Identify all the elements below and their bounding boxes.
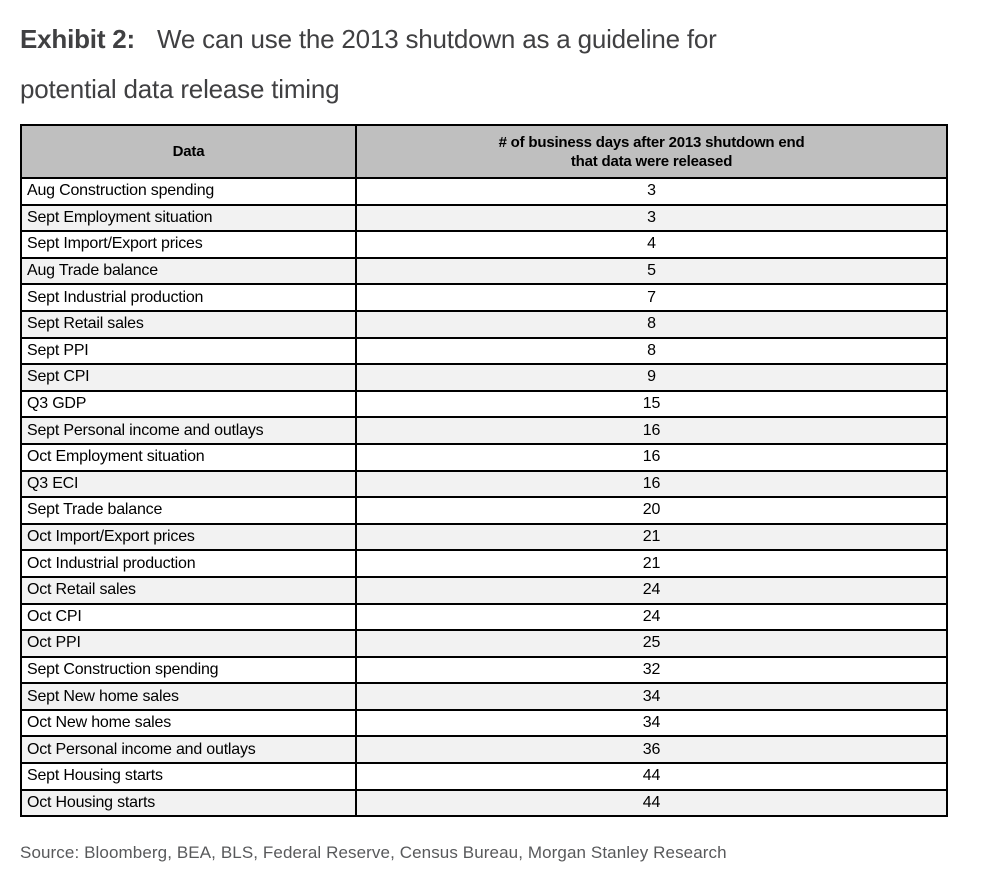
table-row: Oct CPI 24 xyxy=(20,602,948,632)
table-row: Sept Construction spending 32 xyxy=(20,655,948,685)
data-series-label: Oct Personal income and outlays xyxy=(20,735,357,765)
table-row: Sept Industrial production 7 xyxy=(20,283,948,312)
table-row: Oct Retail sales 24 xyxy=(20,575,948,605)
table-row: Sept CPI 9 xyxy=(20,363,948,392)
days-after-shutdown-value: 21 xyxy=(355,549,948,578)
table-row: Oct Housing starts 44 xyxy=(20,788,948,818)
data-series-label: Oct Housing starts xyxy=(20,788,357,818)
days-after-shutdown-value: 8 xyxy=(355,309,948,339)
data-series-label: Oct Industrial production xyxy=(20,549,357,578)
data-series-label: Sept CPI xyxy=(20,363,357,392)
exhibit-title: Exhibit 2: We can use the 2013 shutdown a… xyxy=(20,14,820,114)
table-body: Aug Construction spending 3 Sept Employmen… xyxy=(20,177,948,818)
column-header-days: # of business days after 2013 shutdown e… xyxy=(355,124,948,179)
days-after-shutdown-value: 32 xyxy=(355,655,948,685)
table-row: Sept Personal income and outlays 16 xyxy=(20,416,948,445)
data-series-label: Oct Employment situation xyxy=(20,442,357,472)
days-after-shutdown-value: 16 xyxy=(355,442,948,472)
source-attribution: Source: Bloomberg, BEA, BLS, Federal Res… xyxy=(20,843,727,863)
data-series-label: Q3 GDP xyxy=(20,389,357,419)
column-header-data: Data xyxy=(20,124,357,179)
data-series-label: Q3 ECI xyxy=(20,469,357,499)
table-row: Sept Employment situation 3 xyxy=(20,203,948,233)
table-row: Oct Employment situation 16 xyxy=(20,442,948,472)
days-after-shutdown-value: 3 xyxy=(355,203,948,233)
data-series-label: Oct Import/Export prices xyxy=(20,522,357,552)
data-series-label: Sept Retail sales xyxy=(20,309,357,339)
table-row: Aug Trade balance 5 xyxy=(20,256,948,286)
table-row: Oct Personal income and outlays 36 xyxy=(20,735,948,765)
data-series-label: Sept Personal income and outlays xyxy=(20,416,357,445)
days-after-shutdown-value: 9 xyxy=(355,363,948,392)
table-row: Oct Import/Export prices 21 xyxy=(20,522,948,552)
data-series-label: Oct Retail sales xyxy=(20,575,357,605)
column-header-days-line1: # of business days after 2013 shutdown e… xyxy=(498,133,805,151)
column-header-days-line2: that data were released xyxy=(570,152,733,170)
data-release-table: Data # of business days after 2013 shutd… xyxy=(20,124,948,818)
days-after-shutdown-value: 3 xyxy=(355,177,948,206)
exhibit-number-label: Exhibit 2: xyxy=(20,24,136,54)
days-after-shutdown-value: 34 xyxy=(355,682,948,711)
table-header: Data # of business days after 2013 shutd… xyxy=(20,124,948,179)
days-after-shutdown-value: 8 xyxy=(355,336,948,366)
data-series-label: Sept New home sales xyxy=(20,682,357,711)
table-row: Sept Housing starts 44 xyxy=(20,762,948,791)
table-row: Q3 GDP 15 xyxy=(20,389,948,419)
days-after-shutdown-value: 16 xyxy=(355,469,948,499)
table-row: Aug Construction spending 3 xyxy=(20,177,948,206)
data-series-label: Sept Construction spending xyxy=(20,655,357,685)
days-after-shutdown-value: 21 xyxy=(355,522,948,552)
data-series-label: Sept Trade balance xyxy=(20,496,357,525)
exhibit-title-text: We can use the 2013 shutdown as a guidel… xyxy=(20,24,717,104)
days-after-shutdown-value: 16 xyxy=(355,416,948,445)
table-header-row: Data # of business days after 2013 shutd… xyxy=(20,124,948,179)
table-row: Oct Industrial production 21 xyxy=(20,549,948,578)
days-after-shutdown-value: 5 xyxy=(355,256,948,286)
data-series-label: Sept Employment situation xyxy=(20,203,357,233)
data-series-label: Sept Import/Export prices xyxy=(20,230,357,259)
table-row: Sept Retail sales 8 xyxy=(20,309,948,339)
days-after-shutdown-value: 25 xyxy=(355,629,948,658)
days-after-shutdown-value: 15 xyxy=(355,389,948,419)
data-series-label: Aug Construction spending xyxy=(20,177,357,206)
table-row: Sept New home sales 34 xyxy=(20,682,948,711)
days-after-shutdown-value: 44 xyxy=(355,762,948,791)
days-after-shutdown-value: 44 xyxy=(355,788,948,818)
data-series-label: Sept Housing starts xyxy=(20,762,357,791)
days-after-shutdown-value: 24 xyxy=(355,602,948,632)
days-after-shutdown-value: 36 xyxy=(355,735,948,765)
data-series-label: Sept Industrial production xyxy=(20,283,357,312)
table-row: Sept PPI 8 xyxy=(20,336,948,366)
table-row: Oct PPI 25 xyxy=(20,629,948,658)
table-row: Sept Trade balance 20 xyxy=(20,496,948,525)
table-row: Q3 ECI 16 xyxy=(20,469,948,499)
data-series-label: Sept PPI xyxy=(20,336,357,366)
days-after-shutdown-value: 20 xyxy=(355,496,948,525)
table-row: Oct New home sales 34 xyxy=(20,708,948,738)
table-row: Sept Import/Export prices 4 xyxy=(20,230,948,259)
data-series-label: Oct CPI xyxy=(20,602,357,632)
days-after-shutdown-value: 4 xyxy=(355,230,948,259)
data-series-label: Oct New home sales xyxy=(20,708,357,738)
days-after-shutdown-value: 7 xyxy=(355,283,948,312)
data-series-label: Aug Trade balance xyxy=(20,256,357,286)
days-after-shutdown-value: 24 xyxy=(355,575,948,605)
data-series-label: Oct PPI xyxy=(20,629,357,658)
days-after-shutdown-value: 34 xyxy=(355,708,948,738)
